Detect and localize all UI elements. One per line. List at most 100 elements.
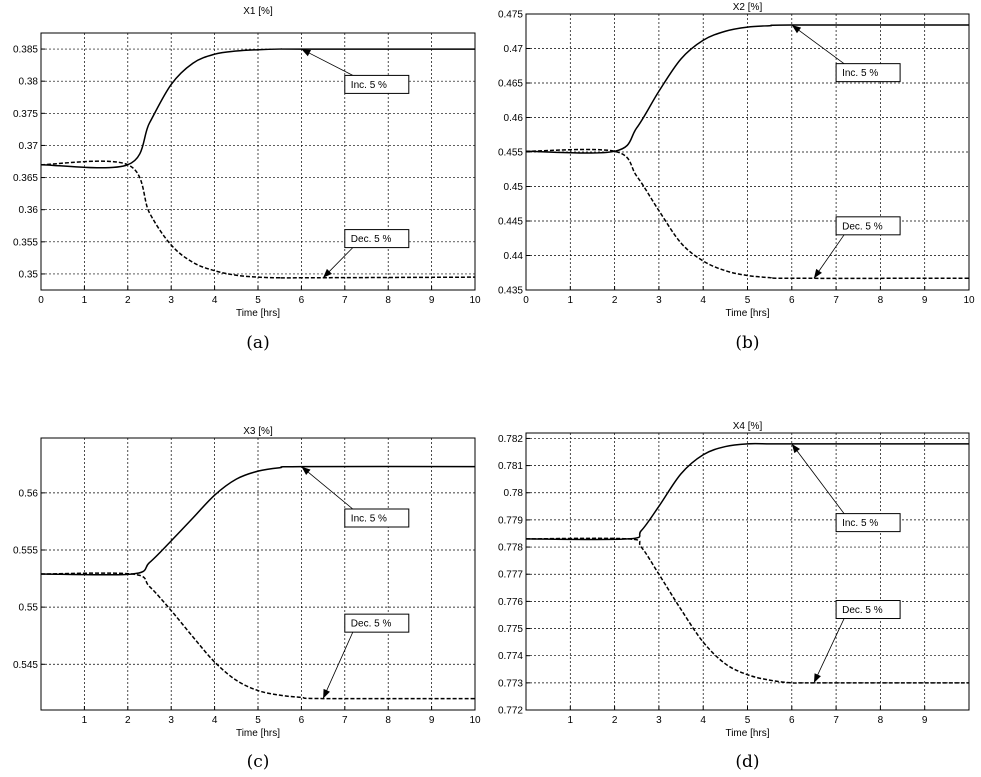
x-tick-label: 5 <box>745 715 751 726</box>
series-line-decrease <box>525 148 970 280</box>
y-tick-label: 0.455 <box>498 148 523 159</box>
annotation-label: Dec. 5 % <box>351 234 392 245</box>
y-tick-label: 0.781 <box>498 461 523 472</box>
series-line-decrease <box>40 160 476 279</box>
annotation-arrowhead <box>301 466 311 475</box>
x-tick-label: 6 <box>299 295 305 306</box>
chart-title: X3 [%] <box>243 426 273 437</box>
y-tick-label: 0.445 <box>498 217 523 228</box>
x-tick-label: 1 <box>82 295 88 306</box>
x-tick-label: 5 <box>255 295 261 306</box>
annotation-label: Inc. 5 % <box>842 518 878 529</box>
x-tick-label: 3 <box>168 715 174 726</box>
y-tick-label: 0.355 <box>13 237 38 248</box>
annotation-arrowhead <box>813 673 821 683</box>
chart-panel-a: 0 1 2 3 4 5 6 7 8 9 10 0.35 0.355 0.36 0.365 0.37 0.375 0… <box>13 6 481 353</box>
annotation-label: Dec. 5 % <box>351 619 392 630</box>
x-tick-label: 4 <box>212 715 218 726</box>
chart-title: X1 [%] <box>243 6 273 17</box>
panel-caption: (b) <box>735 333 759 353</box>
y-tick-label: 0.36 <box>19 205 39 216</box>
y-tick-label: 0.775 <box>498 624 523 635</box>
series-line-increase <box>40 48 475 169</box>
x-tick-label: 9 <box>429 295 435 306</box>
annotation-box <box>344 74 410 94</box>
y-tick-label: 0.475 <box>498 10 523 21</box>
x-tick-label: 4 <box>212 295 218 306</box>
annotation-label: Inc. 5 % <box>842 68 878 79</box>
chart-title: X2 [%] <box>733 2 763 13</box>
x-tick-label: 3 <box>656 295 662 306</box>
x-tick-label: 2 <box>125 295 131 306</box>
series-line-decrease <box>40 572 476 700</box>
x-tick-label: 9 <box>429 715 435 726</box>
annotation-box <box>835 513 901 533</box>
y-tick-label: 0.56 <box>19 488 39 499</box>
x-tick-label: 0 <box>523 295 529 306</box>
y-tick-label: 0.385 <box>13 45 38 56</box>
y-tick-label: 0.778 <box>498 543 523 554</box>
y-tick-label: 0.776 <box>498 597 523 608</box>
y-tick-label: 0.545 <box>13 660 38 671</box>
annotation-arrow <box>322 631 354 699</box>
y-tick-label: 0.774 <box>498 651 523 662</box>
annotation-box <box>344 508 410 528</box>
y-tick-label: 0.38 <box>19 77 39 88</box>
x-tick-label: 3 <box>656 715 662 726</box>
y-tick-label: 0.365 <box>13 173 38 184</box>
x-tick-label: 7 <box>342 715 348 726</box>
x-tick-label: 8 <box>878 715 884 726</box>
panel-caption: (a) <box>246 333 269 353</box>
series-line-decrease <box>525 537 969 684</box>
y-tick-label: 0.435 <box>498 286 523 297</box>
annotation-label: Inc. 5 % <box>351 80 387 91</box>
annotation-arrowhead <box>301 49 312 57</box>
panel-caption: (c) <box>247 752 270 772</box>
y-tick-label: 0.35 <box>19 269 39 280</box>
x-axis-label: Time [hrs] <box>236 728 280 739</box>
x-tick-label: 2 <box>125 715 131 726</box>
x-tick-label: 5 <box>255 715 261 726</box>
series-line-increase <box>525 442 969 541</box>
annotation-box <box>835 63 901 83</box>
y-tick-label: 0.44 <box>504 251 524 262</box>
annotation-arrow <box>813 618 845 684</box>
chart-panel-c: 1 2 3 4 5 6 7 8 9 10 0.545 0.55 0.555 0.56 X3 [%] Time … <box>13 426 481 772</box>
y-tick-label: 0.45 <box>504 182 524 193</box>
y-tick-label: 0.47 <box>504 44 524 55</box>
x-axis-label: Time [hrs] <box>236 308 280 319</box>
annotation-arrowhead <box>791 25 802 34</box>
annotation-arrowhead <box>323 688 330 699</box>
plot-area <box>525 432 970 711</box>
x-tick-label: 1 <box>568 715 574 726</box>
x-tick-label: 7 <box>833 715 839 726</box>
x-tick-label: 4 <box>700 715 706 726</box>
y-tick-label: 0.777 <box>498 570 523 581</box>
x-axis-label: Time [hrs] <box>725 308 769 319</box>
series-line-increase <box>40 465 476 576</box>
annotation-arrow <box>301 466 354 510</box>
x-tick-label: 7 <box>342 295 348 306</box>
x-tick-label: 8 <box>878 295 884 306</box>
y-tick-label: 0.465 <box>498 79 523 90</box>
x-tick-label: 10 <box>469 715 481 726</box>
x-tick-label: 9 <box>922 715 928 726</box>
y-tick-label: 0.46 <box>504 113 524 124</box>
annotation-arrowhead <box>323 268 332 278</box>
y-tick-label: 0.782 <box>498 434 523 445</box>
y-tick-label: 0.55 <box>19 603 39 614</box>
annotation-box <box>344 229 410 249</box>
x-tick-label: 6 <box>789 715 795 726</box>
x-tick-label: 8 <box>385 295 391 306</box>
y-tick-label: 0.555 <box>13 546 38 557</box>
annotation-label: Dec. 5 % <box>842 605 883 616</box>
annotation-box <box>835 600 901 620</box>
annotation-box <box>835 216 901 236</box>
x-axis-label: Time [hrs] <box>725 728 769 739</box>
y-tick-label: 0.37 <box>19 141 39 152</box>
series-line-increase <box>525 24 970 154</box>
x-tick-label: 3 <box>168 295 174 306</box>
x-tick-label: 6 <box>299 715 305 726</box>
x-tick-label: 9 <box>922 295 928 306</box>
